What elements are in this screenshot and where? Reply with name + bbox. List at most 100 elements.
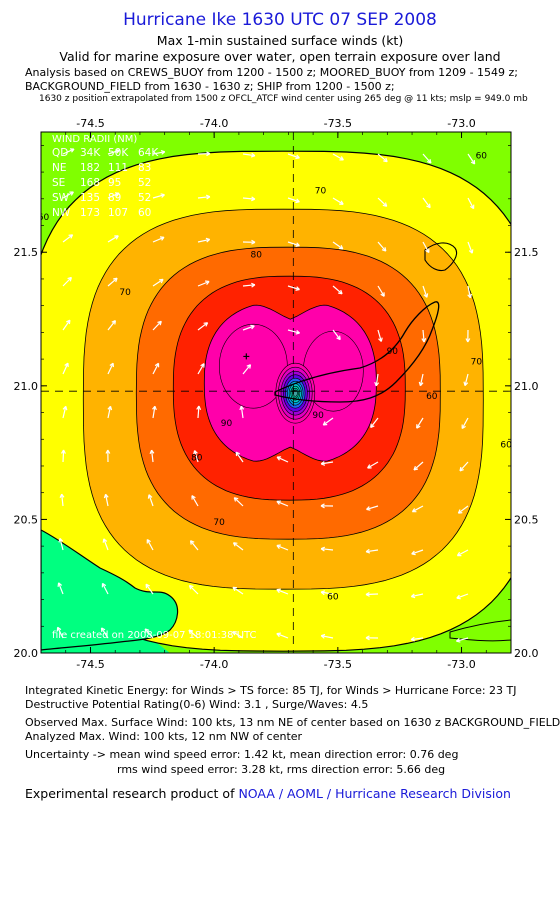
- land-cuba: [41, 529, 179, 651]
- observed-max-line: Observed Max. Surface Wind: 100 kts, 13 …: [25, 716, 560, 729]
- position-note: 1630 z position extrapolated from 1500 z…: [39, 94, 528, 104]
- wind-arrow: [377, 285, 385, 297]
- wind-arrow: [239, 405, 245, 419]
- wind-arrow: [411, 505, 424, 513]
- contour-label: 60: [38, 213, 50, 223]
- wind-arrow: [456, 593, 469, 600]
- wind-arrow: [103, 493, 109, 507]
- wind-arrow: [62, 319, 71, 331]
- contour-label: 60: [426, 392, 438, 402]
- wind-radii-cell: 50K: [108, 147, 129, 159]
- subtitle-exposure: Valid for marine exposure over water, op…: [59, 49, 501, 64]
- wind-radii-cell: QD: [52, 147, 68, 159]
- wind-arrow: [467, 285, 473, 299]
- wind-arrow: [320, 503, 334, 509]
- max-wind-marker: [243, 353, 250, 360]
- contour-label: 90: [312, 411, 324, 421]
- lon-tick-label-bottom: -74.0: [200, 658, 228, 671]
- wind-arrow: [332, 285, 343, 295]
- wind-arrow: [62, 191, 74, 199]
- wind-arrow: [152, 362, 160, 375]
- wind-arrow: [197, 237, 211, 243]
- wind-arrow: [193, 450, 199, 463]
- lat-tick-label-right: 21.5: [514, 246, 539, 259]
- wind-arrow: [276, 544, 289, 551]
- wind-arrow: [107, 320, 116, 331]
- wind-arrow: [410, 593, 424, 599]
- contour-label: 60: [500, 440, 512, 450]
- contour-label: 70: [213, 518, 225, 528]
- contour-label: 90: [221, 419, 233, 429]
- wind-arrow: [377, 153, 388, 163]
- lon-tick-label-bottom: -74.5: [76, 658, 104, 671]
- wind-arrow: [196, 405, 202, 419]
- wind-arrow: [232, 631, 244, 639]
- wind-map: 60 60 70 80 70 90 70 60 60 90 80 70 60 90 -74.5 -74.5 -…: [14, 117, 539, 671]
- wind-arrow: [152, 236, 165, 243]
- wind-arrow: [188, 584, 199, 595]
- wind-arrow: [463, 373, 469, 387]
- analysis-line: BACKGROUND_FIELD from 1630 - 1630 z; SHI…: [25, 79, 395, 93]
- wind-radii-header: WIND RADII (NM): [52, 134, 137, 145]
- wind-arrow: [422, 153, 432, 164]
- wind-arrow: [188, 629, 199, 639]
- wind-arrow: [287, 153, 300, 160]
- wind-radii-cell: 182: [80, 162, 100, 174]
- wind-arrow: [232, 586, 244, 595]
- wind-arrow: [62, 234, 74, 243]
- wind-arrow: [105, 449, 111, 463]
- lat-tick-label-left: 20.5: [14, 513, 39, 526]
- credit-line: Experimental research product of NOAA / …: [25, 786, 511, 801]
- lat-tick-label-left: 21.5: [14, 246, 39, 259]
- wind-arrow: [457, 505, 469, 514]
- contour-label: 80: [191, 454, 203, 464]
- wind-arrow: [242, 239, 256, 245]
- wind-arrow: [287, 241, 300, 247]
- wind-arrow: [287, 329, 301, 335]
- dpr-line: Destructive Potential Rating(0-6) Wind: …: [25, 698, 369, 711]
- wind-arrow: [287, 285, 300, 291]
- hrd-link[interactable]: NOAA / AOML / Hurricane Research Divisio…: [238, 786, 511, 801]
- wind-arrow: [149, 449, 155, 463]
- wind-arrow: [152, 193, 165, 199]
- wind-arrow: [152, 320, 162, 331]
- wind-arrow: [366, 505, 379, 511]
- lon-tick-label-bottom: -73.0: [447, 658, 475, 671]
- wind-arrow: [377, 197, 388, 207]
- page-title: Hurricane Ike 1630 UTC 07 SEP 2008: [123, 10, 437, 30]
- credit-prefix: Experimental research product of: [25, 786, 239, 801]
- wind-arrow: [276, 588, 289, 595]
- wind-arrow: [421, 329, 427, 343]
- contour-label: 60: [327, 593, 339, 603]
- uncertainty-mean-line: Uncertainty -> mean wind speed error: 1.…: [25, 748, 459, 761]
- wind-arrow: [235, 451, 244, 463]
- wind-arrow: [62, 362, 69, 375]
- wind-radii-cell: 52: [138, 192, 151, 204]
- wind-arrow: [322, 417, 334, 426]
- wind-arrow: [57, 582, 64, 595]
- contour-label: 70: [315, 187, 327, 197]
- lon-tick-label-top: -73.0: [447, 117, 475, 130]
- wind-arrow: [189, 540, 199, 551]
- wind-radii-cell: SW: [52, 192, 70, 204]
- wind-arrow: [332, 197, 344, 205]
- wind-arrow: [467, 197, 475, 210]
- wind-arrow: [60, 449, 66, 463]
- wind-arrow: [332, 241, 344, 250]
- wind-arrow: [370, 417, 379, 429]
- analyzed-max-line: Analyzed Max. Wind: 100 kts, 12 nm NW of…: [25, 730, 303, 743]
- lon-tick-label-top: -74.0: [200, 117, 228, 130]
- wind-radii-cell: 173: [80, 207, 100, 219]
- wind-arrow: [320, 590, 334, 596]
- wind-arrow: [367, 461, 379, 469]
- wind-radii-cell: 135: [80, 192, 100, 204]
- wind-arrow: [461, 417, 469, 430]
- wind-arrow: [242, 324, 255, 331]
- wind-arrow: [465, 329, 471, 343]
- contour-label: 70: [471, 357, 483, 367]
- wind-radii-cell: 64K: [138, 147, 159, 159]
- land-island: [424, 242, 458, 272]
- lat-tick-label-right: 20.0: [514, 647, 539, 660]
- contour-label: 60: [476, 152, 488, 162]
- wind-arrow: [107, 362, 114, 375]
